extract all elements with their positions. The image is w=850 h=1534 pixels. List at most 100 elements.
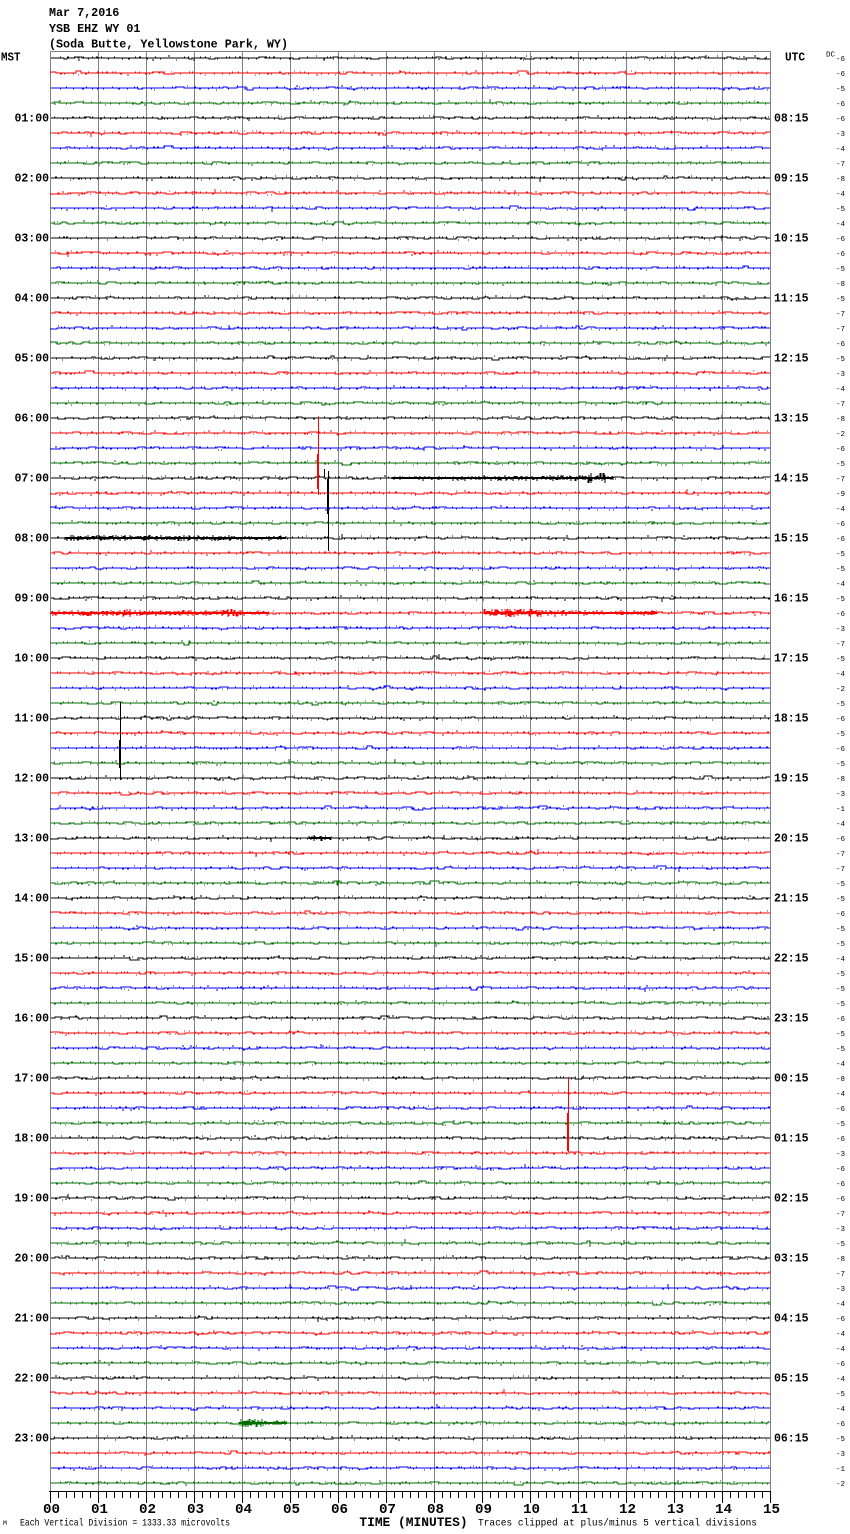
svg-text:-7: -7 bbox=[836, 476, 845, 484]
svg-text:-3: -3 bbox=[836, 371, 846, 379]
svg-text:19:00: 19:00 bbox=[15, 1192, 50, 1206]
svg-text:-6: -6 bbox=[836, 116, 846, 124]
svg-text:-5: -5 bbox=[836, 296, 846, 304]
svg-text:-8: -8 bbox=[836, 416, 845, 424]
svg-text:14:15: 14:15 bbox=[774, 472, 809, 486]
svg-text:-3: -3 bbox=[836, 626, 846, 634]
svg-text:-6: -6 bbox=[836, 1421, 846, 1429]
svg-text:01:00: 01:00 bbox=[15, 112, 50, 126]
svg-text:-6: -6 bbox=[836, 446, 846, 454]
svg-text:-5: -5 bbox=[836, 1241, 846, 1249]
svg-text:UTC: UTC bbox=[785, 51, 805, 65]
svg-text:Mar 7,2016: Mar 7,2016 bbox=[49, 6, 119, 20]
svg-text:-6: -6 bbox=[836, 746, 846, 754]
svg-text:-5: -5 bbox=[836, 206, 846, 214]
svg-text:09:15: 09:15 bbox=[774, 172, 809, 186]
svg-text:10:15: 10:15 bbox=[774, 232, 809, 246]
svg-text:M: M bbox=[3, 1520, 7, 1527]
svg-text:13:00: 13:00 bbox=[15, 832, 50, 846]
svg-text:-6: -6 bbox=[836, 1106, 846, 1114]
svg-text:-3: -3 bbox=[836, 131, 846, 139]
svg-text:-6: -6 bbox=[836, 1361, 846, 1369]
svg-text:-6: -6 bbox=[836, 251, 846, 259]
svg-text:07:00: 07:00 bbox=[15, 472, 50, 486]
svg-text:-2: -2 bbox=[836, 1481, 845, 1489]
svg-text:18:00: 18:00 bbox=[15, 1132, 50, 1146]
svg-text:-3: -3 bbox=[836, 1451, 846, 1459]
svg-text:-6: -6 bbox=[836, 71, 846, 79]
svg-text:-4: -4 bbox=[836, 1406, 846, 1414]
svg-text:-5: -5 bbox=[836, 941, 846, 949]
svg-text:-6: -6 bbox=[836, 56, 846, 64]
svg-text:03:15: 03:15 bbox=[774, 1252, 809, 1266]
svg-text:-4: -4 bbox=[836, 671, 846, 679]
svg-text:10:00: 10:00 bbox=[15, 652, 50, 666]
svg-text:-4: -4 bbox=[836, 1301, 846, 1309]
svg-text:-7: -7 bbox=[836, 1211, 845, 1219]
svg-text:-6: -6 bbox=[836, 716, 846, 724]
svg-text:03: 03 bbox=[187, 1502, 204, 1518]
svg-text:-4: -4 bbox=[836, 1331, 846, 1339]
svg-text:-5: -5 bbox=[836, 926, 846, 934]
svg-text:YSB EHZ WY 01: YSB EHZ WY 01 bbox=[49, 22, 140, 36]
svg-text:-3: -3 bbox=[836, 1286, 846, 1294]
svg-text:-3: -3 bbox=[836, 1226, 846, 1234]
svg-text:-6: -6 bbox=[836, 101, 846, 109]
svg-text:-6: -6 bbox=[836, 341, 846, 349]
svg-text:-5: -5 bbox=[836, 596, 846, 604]
svg-text:-5: -5 bbox=[836, 896, 846, 904]
svg-text:-6: -6 bbox=[836, 911, 846, 919]
svg-text:15:00: 15:00 bbox=[15, 952, 50, 966]
svg-text:21:15: 21:15 bbox=[774, 892, 809, 906]
svg-text:-4: -4 bbox=[836, 1376, 846, 1384]
svg-text:09:00: 09:00 bbox=[15, 592, 50, 606]
svg-text:00: 00 bbox=[43, 1502, 60, 1518]
svg-text:23:00: 23:00 bbox=[15, 1432, 50, 1446]
svg-text:20:00: 20:00 bbox=[15, 1252, 50, 1266]
svg-text:-5: -5 bbox=[836, 971, 846, 979]
svg-text:08:00: 08:00 bbox=[15, 532, 50, 546]
svg-text:-8: -8 bbox=[836, 1256, 845, 1264]
svg-text:12:00: 12:00 bbox=[15, 772, 50, 786]
svg-text:-4: -4 bbox=[836, 821, 846, 829]
svg-text:-2: -2 bbox=[836, 686, 845, 694]
svg-text:-5: -5 bbox=[836, 1031, 846, 1039]
svg-text:-7: -7 bbox=[836, 851, 845, 859]
svg-text:08:15: 08:15 bbox=[774, 112, 809, 126]
svg-text:07: 07 bbox=[379, 1502, 396, 1518]
svg-text:-5: -5 bbox=[836, 701, 846, 709]
svg-text:00:15: 00:15 bbox=[774, 1072, 809, 1086]
svg-text:-8: -8 bbox=[836, 776, 845, 784]
svg-text:03:00: 03:00 bbox=[15, 232, 50, 246]
svg-text:-8: -8 bbox=[836, 1076, 845, 1084]
svg-text:-5: -5 bbox=[836, 986, 846, 994]
svg-text:16:00: 16:00 bbox=[15, 1012, 50, 1026]
svg-text:-5: -5 bbox=[836, 461, 846, 469]
svg-text:-6: -6 bbox=[836, 836, 846, 844]
svg-text:-4: -4 bbox=[836, 1346, 846, 1354]
svg-text:02:00: 02:00 bbox=[15, 172, 50, 186]
svg-text:15: 15 bbox=[763, 1502, 780, 1518]
svg-text:-5: -5 bbox=[836, 566, 846, 574]
svg-text:02:15: 02:15 bbox=[774, 1192, 809, 1206]
svg-text:14: 14 bbox=[715, 1502, 733, 1518]
svg-text:-5: -5 bbox=[836, 761, 846, 769]
svg-text:-7: -7 bbox=[836, 401, 845, 409]
svg-text:06:00: 06:00 bbox=[15, 412, 50, 426]
svg-text:Each Vertical Division = 1333.: Each Vertical Division = 1333.33 microvo… bbox=[20, 1518, 230, 1530]
svg-text:09: 09 bbox=[475, 1502, 492, 1518]
svg-text:-4: -4 bbox=[836, 506, 846, 514]
svg-text:05:15: 05:15 bbox=[774, 1372, 809, 1386]
svg-text:-4: -4 bbox=[836, 1061, 846, 1069]
svg-text:01: 01 bbox=[91, 1502, 108, 1518]
svg-text:10: 10 bbox=[523, 1502, 540, 1518]
svg-text:-4: -4 bbox=[836, 956, 846, 964]
svg-text:-1: -1 bbox=[836, 806, 846, 814]
svg-text:TIME (MINUTES): TIME (MINUTES) bbox=[359, 1515, 467, 1530]
svg-text:02: 02 bbox=[139, 1502, 156, 1518]
svg-text:-5: -5 bbox=[836, 1121, 846, 1129]
svg-text:MST: MST bbox=[1, 51, 21, 65]
svg-text:21:00: 21:00 bbox=[15, 1312, 50, 1326]
svg-text:-7: -7 bbox=[836, 1271, 845, 1279]
svg-text:-6: -6 bbox=[836, 611, 846, 619]
